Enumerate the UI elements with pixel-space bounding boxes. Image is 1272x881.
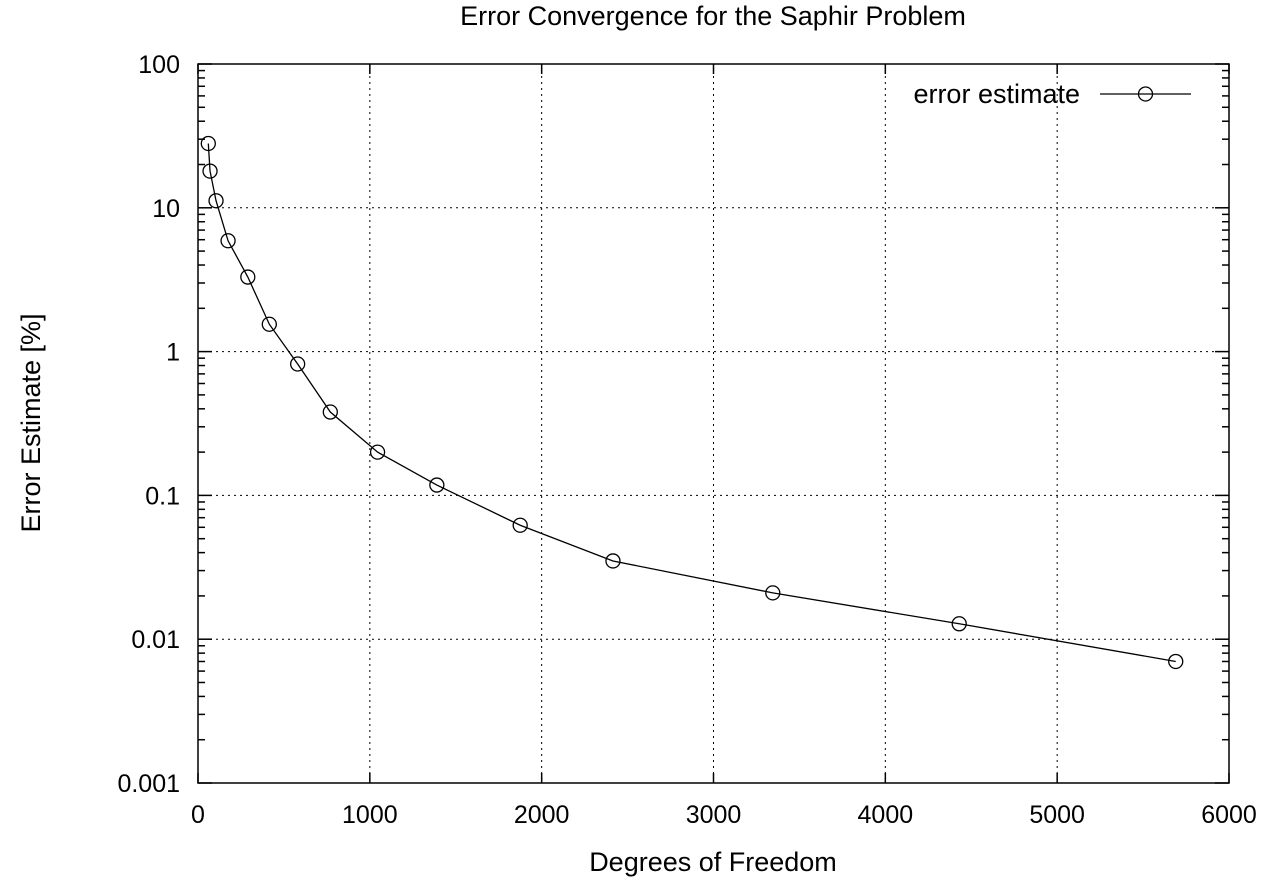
legend-marker-sample xyxy=(1137,86,1154,102)
tick-labels: 0 1000 2000 3000 4000 5000 6000 0.001 0.01 0.1 1 10… xyxy=(117,51,1256,829)
data-point xyxy=(202,163,218,179)
y-tick-label: 1 xyxy=(166,339,180,367)
data-point xyxy=(765,585,781,601)
x-tick-label: 2000 xyxy=(514,801,570,829)
data-point xyxy=(429,477,445,493)
axis-ticks xyxy=(197,63,1230,784)
data-point xyxy=(951,616,967,632)
data-point xyxy=(512,517,528,533)
legend: error estimate xyxy=(913,79,1191,109)
x-tick-label: 3000 xyxy=(686,801,742,829)
plot-frame xyxy=(197,63,1230,784)
y-tick-label: 10 xyxy=(152,195,180,223)
data-point xyxy=(1168,653,1184,670)
data-point xyxy=(290,356,306,372)
data-point xyxy=(200,135,216,152)
y-tick-label: 0.01 xyxy=(131,626,180,654)
grid-lines xyxy=(198,64,1229,783)
data-point xyxy=(322,404,338,420)
x-tick-label: 0 xyxy=(191,801,205,829)
data-point xyxy=(605,553,621,569)
data-point xyxy=(208,193,224,209)
x-tick-label: 6000 xyxy=(1201,801,1257,829)
y-axis-title: Error Estimate [%] xyxy=(16,313,46,532)
y-tick-label: 0.1 xyxy=(145,482,180,510)
x-axis-title: Degrees of Freedom xyxy=(589,847,837,877)
y-tick-label: 0.001 xyxy=(117,770,180,798)
series-line-error-estimate xyxy=(207,143,1176,663)
legend-label: error estimate xyxy=(913,79,1080,109)
data-point xyxy=(240,269,256,285)
x-tick-label: 5000 xyxy=(1029,801,1085,829)
data-point xyxy=(220,233,236,249)
data-point xyxy=(261,316,277,332)
chart-title: Error Convergence for the Saphir Problem xyxy=(460,1,966,31)
y-tick-label: 100 xyxy=(138,51,180,79)
series-layer xyxy=(200,135,1184,670)
x-tick-label: 1000 xyxy=(342,801,398,829)
x-tick-label: 4000 xyxy=(858,801,914,829)
data-point xyxy=(369,444,386,460)
